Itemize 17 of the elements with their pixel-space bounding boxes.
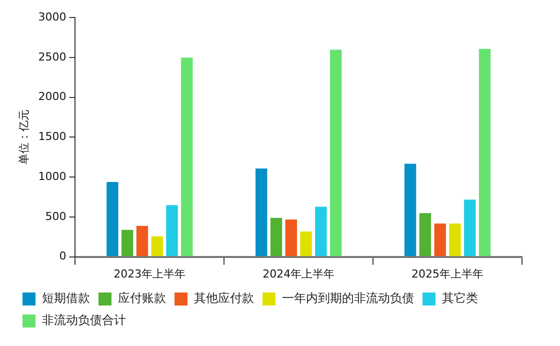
x-tick-label: 2024年上半年 <box>262 267 335 280</box>
y-tick-label: 2500 <box>38 50 66 64</box>
y-tick-label: 1500 <box>38 130 66 144</box>
y-tick-label: 0 <box>59 250 66 263</box>
y-tick-label: 500 <box>45 210 66 223</box>
x-tick-label: 2023年上半年 <box>114 267 186 280</box>
legend-label: 一年内到期的非流动负债 <box>282 291 414 306</box>
legend-label: 其它类 <box>442 291 478 306</box>
x-tick-label: 2025年上半年 <box>412 267 484 280</box>
legend-label: 短期借款 <box>42 291 90 306</box>
y-tick-label: 1000 <box>38 170 66 183</box>
legend-label: 其他应付款 <box>194 291 254 306</box>
y-axis-title: 单位：亿元 <box>17 110 30 165</box>
legend-label: 应付账款 <box>118 291 166 306</box>
y-tick-label: 3000 <box>38 10 66 24</box>
y-tick-label: 2000 <box>38 90 66 104</box>
legend-label: 非流动负债合计 <box>42 313 126 328</box>
